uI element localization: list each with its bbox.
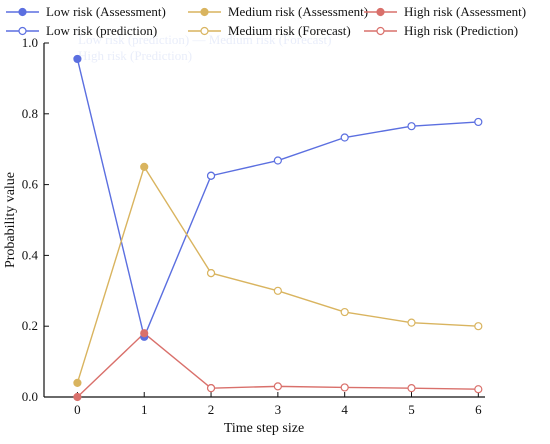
x-tick-label: 6 [475,402,482,417]
x-tick-label: 0 [74,402,81,417]
legend-label-medium-risk-forecast: Medium risk (Forecast) [228,23,351,38]
y-tick-label: 0.0 [22,389,38,404]
data-point-low-risk-prediction-2 [340,133,349,142]
data-point-medium-risk-forecast-0 [206,269,216,278]
data-point-medium-risk-forecast-2 [340,307,349,317]
x-tick-label: 3 [275,402,282,417]
ghost-text-line-1: Low risk (prediction) ― Medium risk (For… [78,32,331,47]
series-lines [76,58,479,398]
series-line-medium-risk-assessment [76,166,212,384]
data-point-high-risk-prediction-4 [474,385,483,394]
data-point-high-risk-assessment-0 [73,392,82,402]
data-point-high-risk-prediction-2 [340,383,349,392]
data-point-medium-risk-forecast-3 [407,318,416,327]
series-line-low-risk-prediction [210,121,479,177]
legend-swatch-marker-low-risk-assessment [18,7,27,17]
x-tick-label: 5 [408,402,415,417]
legend-swatch-marker-low-risk-prediction [18,26,27,36]
y-tick-label: 0.8 [22,106,38,121]
legend-swatch-marker-high-risk-assessment [376,7,385,17]
ghost-text-layer: Low risk (prediction) ― Medium risk (For… [78,32,331,63]
data-point-low-risk-prediction-1 [273,156,282,165]
legend-swatch-marker-medium-risk-forecast [200,26,209,36]
data-point-high-risk-prediction-0 [206,384,216,393]
data-point-low-risk-prediction-3 [407,122,416,131]
y-tick-label: 0.6 [22,177,39,192]
ghost-text-line-2: High risk (Prediction) [78,48,192,63]
y-axis-title: Probability value [3,172,18,268]
data-point-high-risk-prediction-1 [273,382,282,391]
y-tick-label: 0.4 [22,247,39,262]
legend-label-low-risk-prediction: Low risk (prediction) [46,23,157,38]
data-point-low-risk-prediction-0 [206,171,216,180]
legend-label-low-risk-assessment: Low risk (Assessment) [46,4,166,19]
x-tick-label: 1 [141,402,148,417]
legend: Low risk (Assessment) Medium risk (Assess… [6,4,526,38]
data-point-medium-risk-forecast-4 [474,322,483,331]
y-tick-label: 1.0 [22,35,38,50]
series-line-high-risk-assessment [76,332,212,398]
legend-swatch-marker-medium-risk-assessment [200,7,209,17]
legend-label-medium-risk-assessment: Medium risk (Assessment) [228,4,368,19]
y-tick-label: 0.2 [22,318,38,333]
legend-label-high-risk-assessment: High risk (Assessment) [404,4,526,19]
data-point-low-risk-prediction-4 [474,117,483,127]
axis-ticks: 0 1 2 3 4 5 6 0.0 0.2 0.4 0.6 0.8 1.0 [22,35,482,417]
data-point-high-risk-assessment-1 [140,329,149,338]
data-point-medium-risk-assessment-0 [73,378,82,387]
data-point-medium-risk-assessment-1 [140,162,149,171]
x-tick-label: 4 [341,402,348,417]
series-markers [73,54,483,402]
x-tick-label: 2 [208,402,215,417]
series-line-low-risk-assessment [76,58,212,338]
data-point-low-risk-assessment-0 [73,54,82,64]
legend-label-high-risk-prediction: High risk (Prediction) [404,23,518,38]
data-point-medium-risk-forecast-1 [273,286,282,295]
legend-swatch-marker-high-risk-prediction [376,26,385,36]
x-axis-title: Time step size [224,421,304,436]
series-line-medium-risk-forecast [210,272,479,327]
data-point-high-risk-prediction-3 [407,384,416,393]
